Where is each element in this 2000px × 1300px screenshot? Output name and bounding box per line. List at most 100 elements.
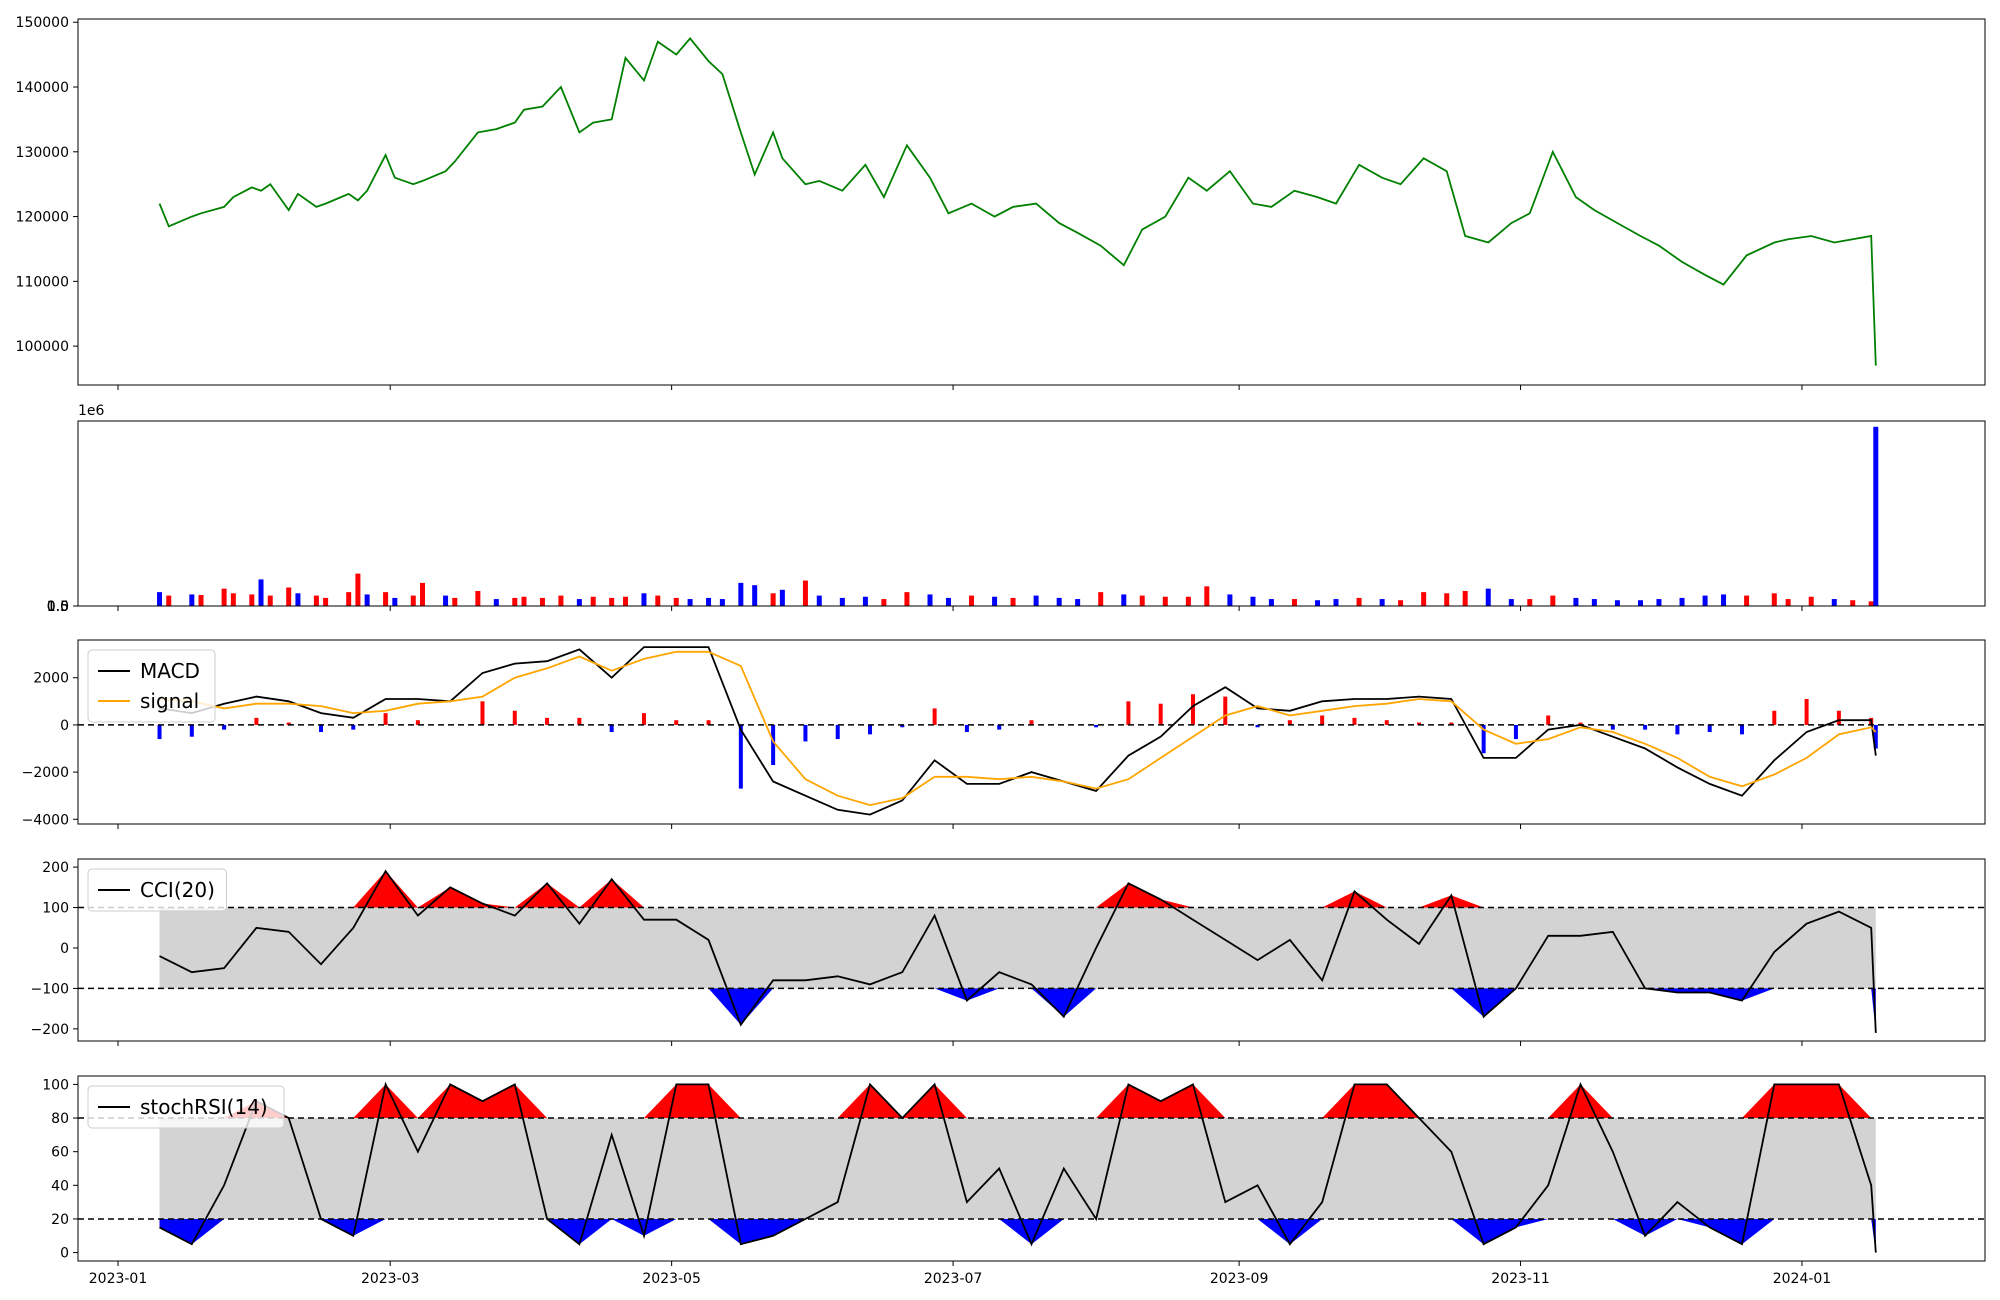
volume-bar bbox=[221, 588, 227, 606]
x-tick-label: 2023-09 bbox=[1210, 1271, 1269, 1287]
volume-bar bbox=[1185, 596, 1191, 606]
macd-histogram-bar bbox=[319, 724, 323, 732]
volume-bar bbox=[673, 597, 679, 606]
volume-bar bbox=[420, 582, 425, 606]
volume-bar bbox=[189, 594, 195, 606]
macd-histogram-bar bbox=[1190, 694, 1195, 725]
volume-bar bbox=[802, 580, 808, 606]
volume-bar bbox=[1010, 597, 1016, 606]
macd-histogram-bar bbox=[1643, 724, 1648, 730]
volume-bar bbox=[364, 594, 370, 606]
volume-bar bbox=[286, 587, 292, 606]
volume-bar bbox=[779, 589, 785, 606]
y-tick-label: 130000 bbox=[16, 145, 69, 161]
volume-bar bbox=[1204, 586, 1210, 606]
volume-bar bbox=[1573, 597, 1579, 606]
x-tick-label: 2023-05 bbox=[642, 1271, 701, 1287]
volume-bar bbox=[1721, 594, 1727, 606]
volume-bar bbox=[609, 597, 615, 606]
y-tick-label: −4000 bbox=[22, 812, 69, 828]
macd-histogram-bar bbox=[1578, 722, 1583, 725]
volume-bar bbox=[1098, 592, 1104, 606]
volume-bar bbox=[443, 595, 449, 606]
volume-bar bbox=[539, 597, 545, 606]
volume-bar bbox=[1462, 590, 1468, 606]
x-tick-label: 2024-01 bbox=[1773, 1271, 1832, 1287]
cci-oversold-fill bbox=[159, 988, 1876, 1033]
macd-histogram-bar bbox=[1417, 722, 1422, 725]
y-tick-label: 80 bbox=[51, 1111, 69, 1127]
volume-bar bbox=[687, 599, 693, 606]
volume-bar bbox=[1656, 599, 1662, 606]
macd-histogram-bar bbox=[1546, 715, 1551, 725]
volume-bar bbox=[969, 595, 975, 606]
volume-bar bbox=[1702, 595, 1708, 606]
macd-histogram-bar bbox=[932, 708, 937, 725]
volume-bar bbox=[904, 592, 910, 606]
macd-histogram-bar bbox=[771, 724, 776, 766]
volume-bar bbox=[313, 595, 319, 606]
y-tick-label: 0 bbox=[60, 718, 69, 734]
volume-bar bbox=[839, 597, 845, 606]
volume-bar bbox=[475, 590, 481, 606]
macd-histogram-bar bbox=[1029, 720, 1034, 725]
volume-bar bbox=[590, 596, 596, 606]
volume-bar bbox=[1121, 594, 1127, 606]
volume-bar bbox=[1379, 599, 1385, 606]
macd-histogram-bar bbox=[577, 717, 582, 725]
macd-histogram-bar bbox=[545, 717, 550, 725]
y-tick-label: 0.5 bbox=[47, 599, 69, 615]
y-tick-label: 110000 bbox=[16, 274, 69, 290]
volume-bar bbox=[1850, 600, 1856, 606]
volume-bar bbox=[992, 596, 998, 606]
macd-histogram-bar bbox=[738, 724, 743, 789]
macd-histogram-bar bbox=[1223, 696, 1228, 725]
cci-line bbox=[159, 869, 1877, 1033]
x-tick-label: 2023-11 bbox=[1491, 1271, 1550, 1287]
volume-bar bbox=[1421, 592, 1427, 606]
volume-bar bbox=[295, 593, 301, 606]
macd-histogram-bar bbox=[1740, 724, 1744, 735]
label-layer: 1000001100001200001300001400001500000.00… bbox=[16, 15, 1832, 1287]
volume-bar bbox=[1356, 597, 1362, 606]
volume-bar bbox=[1162, 596, 1168, 606]
macd-histogram-bar bbox=[1158, 703, 1163, 725]
macd-histogram-bar bbox=[1707, 724, 1712, 732]
volume-bar bbox=[230, 593, 236, 606]
volume-bar bbox=[198, 595, 204, 606]
y-tick-label: 40 bbox=[51, 1178, 69, 1194]
macd-histogram-bar bbox=[1804, 698, 1809, 725]
macd-histogram-bar bbox=[1255, 724, 1260, 728]
volume-bar bbox=[816, 595, 822, 606]
volume-bar bbox=[1744, 595, 1750, 606]
macd-histogram-bar bbox=[286, 722, 291, 725]
volume-bar bbox=[157, 592, 163, 606]
macd-histogram-bar bbox=[157, 724, 162, 740]
x-tick-label: 2023-03 bbox=[361, 1271, 420, 1287]
volume-bar bbox=[770, 593, 776, 606]
volume-bar bbox=[576, 599, 582, 606]
macd-histogram-bar bbox=[1287, 720, 1292, 725]
legend-box bbox=[87, 649, 216, 723]
volume-bar bbox=[1250, 596, 1256, 606]
legend-label: MACD bbox=[140, 659, 200, 683]
macd-histogram-bar bbox=[351, 724, 356, 730]
panel-frame-stoch_rsi bbox=[77, 1075, 1986, 1262]
panel-frame-macd bbox=[77, 639, 1986, 825]
volume-bar bbox=[927, 594, 933, 606]
volume-bar bbox=[738, 582, 744, 606]
frame-layer bbox=[73, 18, 1986, 1266]
cci-band bbox=[159, 907, 1876, 989]
volume-bar bbox=[623, 596, 628, 606]
signal-line bbox=[159, 650, 1877, 807]
volume-bar bbox=[1808, 596, 1814, 606]
volume-bar bbox=[1485, 588, 1491, 606]
volume-bar bbox=[1268, 599, 1274, 606]
macd-histogram-bar bbox=[1384, 720, 1389, 725]
y-tick-label: 20 bbox=[51, 1212, 69, 1228]
macd-histogram-bar bbox=[1320, 715, 1325, 725]
volume-bar bbox=[1873, 426, 1879, 606]
volume-bar bbox=[258, 579, 264, 606]
volume-bar bbox=[383, 592, 389, 606]
macd-histogram-bar bbox=[1675, 724, 1680, 735]
